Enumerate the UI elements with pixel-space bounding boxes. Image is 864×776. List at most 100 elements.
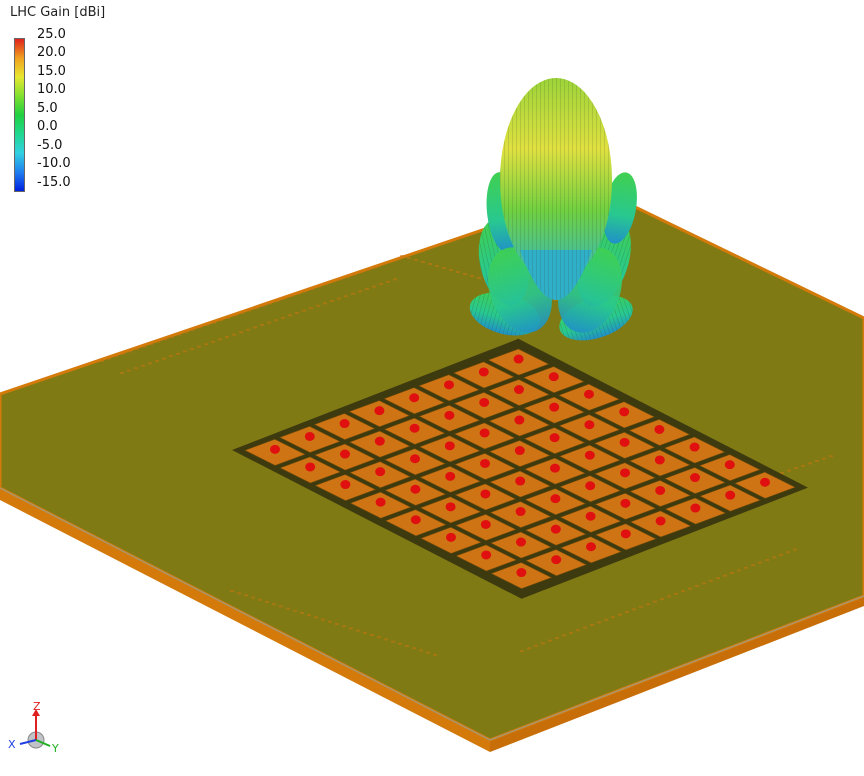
via-dot xyxy=(463,273,467,275)
feed-probe xyxy=(550,494,561,504)
via-dot xyxy=(363,631,367,634)
radiation-pattern[interactable] xyxy=(465,78,642,349)
feed-probe xyxy=(444,410,455,420)
legend-colorbar xyxy=(14,38,25,192)
via-dot xyxy=(562,634,566,637)
via-dot xyxy=(127,369,131,372)
feed-probe xyxy=(340,449,350,459)
board-rim-line xyxy=(0,487,864,741)
feed-probe xyxy=(375,467,386,477)
z-axis-label: Z xyxy=(33,700,41,713)
feed-probe xyxy=(445,471,456,481)
via-dot xyxy=(267,321,271,324)
via-dot xyxy=(295,312,299,314)
feed-probe xyxy=(584,450,595,460)
via-dot xyxy=(442,267,446,269)
feed-probe xyxy=(550,524,561,534)
via-dot xyxy=(328,620,332,623)
feed-probe xyxy=(516,537,526,547)
y-axis-arrow xyxy=(35,739,51,747)
feed-probe xyxy=(584,420,595,430)
feed-probe xyxy=(270,444,280,454)
via-dot xyxy=(303,290,307,293)
via-dot xyxy=(309,307,313,310)
via-dot xyxy=(342,625,346,628)
via-dot xyxy=(211,340,215,343)
feed-probe xyxy=(620,529,631,539)
via-dot xyxy=(212,321,216,324)
feed-probe xyxy=(514,415,525,425)
via-dot xyxy=(808,462,812,465)
via-dot xyxy=(366,268,370,271)
via-dot xyxy=(184,331,188,334)
via-dot xyxy=(232,333,236,336)
legend-tick: -15.0 xyxy=(37,175,71,190)
via-dot xyxy=(288,314,292,317)
feed-probe xyxy=(654,424,665,434)
via-dot xyxy=(149,343,153,346)
via-dot xyxy=(321,618,325,621)
via-dot xyxy=(520,650,524,652)
via-dot xyxy=(358,290,362,293)
via-dot xyxy=(370,634,374,636)
via-dot xyxy=(156,340,160,343)
feed-probe xyxy=(548,372,559,382)
via-dot xyxy=(377,636,381,639)
via-dot xyxy=(716,577,720,580)
via-dot xyxy=(198,326,202,329)
via-dot xyxy=(345,276,349,278)
feed-probe xyxy=(410,484,421,494)
feed-probe xyxy=(689,442,700,452)
via-dot xyxy=(815,460,819,462)
via-dot xyxy=(323,302,327,305)
via-dot xyxy=(583,626,587,629)
legend-tick: -5.0 xyxy=(37,138,63,153)
feed-probe xyxy=(619,437,630,447)
main-lobe-mesh xyxy=(500,78,612,282)
via-dot xyxy=(786,551,790,554)
via-dot xyxy=(293,609,297,612)
via-dot xyxy=(352,273,356,276)
x-axis-arrow xyxy=(19,739,37,745)
via-dot xyxy=(121,352,125,355)
via-dot xyxy=(218,338,222,341)
feed-probe xyxy=(550,463,560,473)
feed-probe xyxy=(654,455,665,465)
via-dot xyxy=(618,613,622,616)
feed-probe xyxy=(620,468,630,478)
via-dot xyxy=(379,283,383,286)
main-lobe-base-mesh xyxy=(520,250,592,300)
feed-probe xyxy=(374,406,385,416)
via-dot xyxy=(393,278,397,281)
legend-title: LHC Gain [dBi] xyxy=(10,5,106,20)
via-dot xyxy=(391,640,395,643)
via-dot xyxy=(688,587,692,590)
feed-probe xyxy=(585,511,596,521)
feed-probe xyxy=(445,502,456,512)
feed-probe xyxy=(549,433,560,443)
via-dot xyxy=(128,350,132,353)
via-dot xyxy=(569,631,573,634)
patch-array[interactable] xyxy=(232,338,808,599)
feed-probe xyxy=(514,446,525,456)
via-dot xyxy=(351,292,355,295)
axis-triad[interactable]: Z X Y xyxy=(8,700,68,760)
via-dot xyxy=(611,616,615,619)
via-dot xyxy=(219,319,223,322)
feed-probe xyxy=(620,498,631,508)
feed-probe xyxy=(481,550,492,560)
feed-probe xyxy=(549,402,560,412)
feed-probe xyxy=(305,462,316,472)
via-dot xyxy=(400,255,404,257)
via-dot xyxy=(674,592,678,595)
via-dot xyxy=(258,598,262,601)
via-dot xyxy=(829,455,833,458)
feed-probe xyxy=(655,516,666,526)
via-dot xyxy=(349,627,353,630)
via-dot xyxy=(247,309,251,312)
via-dot xyxy=(660,598,664,600)
via-dot xyxy=(632,608,636,611)
feed-probe xyxy=(374,436,385,446)
via-dot xyxy=(337,297,341,300)
